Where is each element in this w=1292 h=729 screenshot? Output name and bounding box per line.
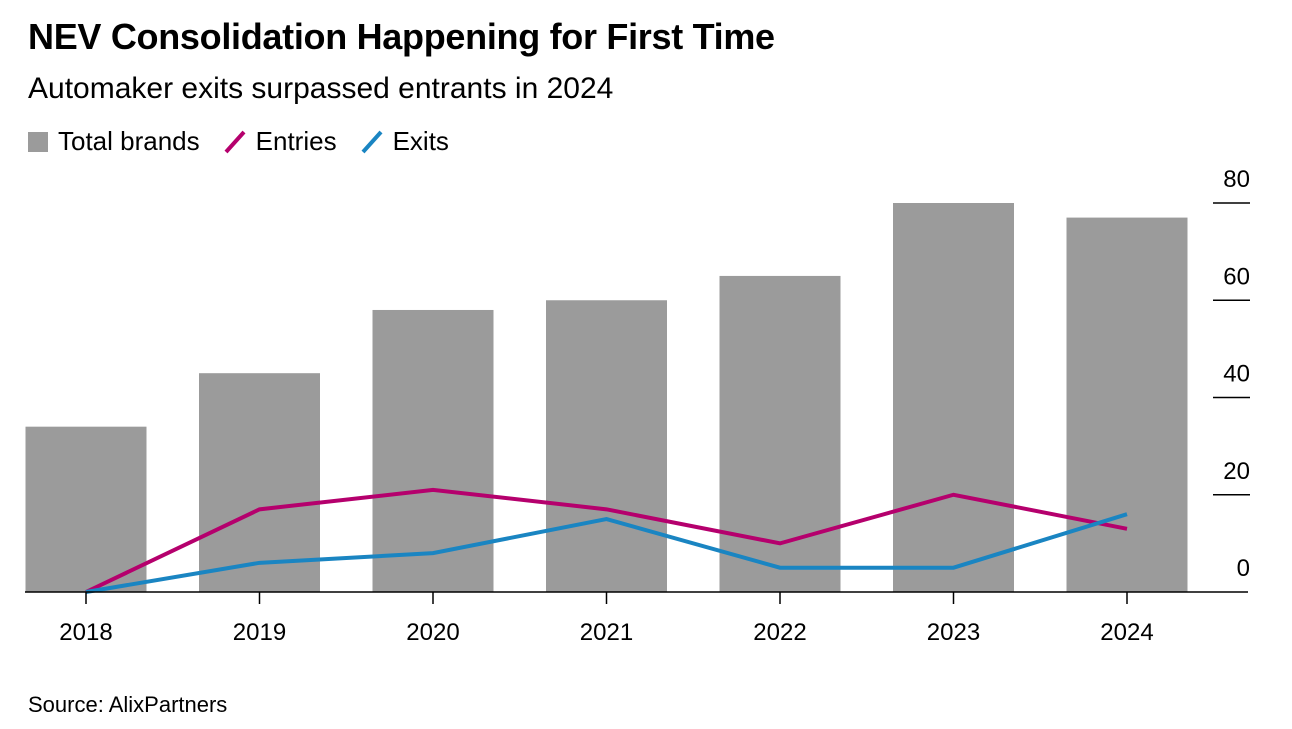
legend-item-entries: Entries [222,126,337,157]
y-tick-label-0: 0 [1237,555,1250,582]
line-exits [85,512,1128,594]
legend-label-total-brands: Total brands [58,126,200,156]
bars-layer [25,203,1188,592]
bar-2019 [199,373,320,592]
legend-label-exits: Exits [392,126,449,156]
bar-2022 [719,275,841,592]
legend-swatch-exits [361,130,383,153]
y-tick-label-60: 60 [1223,263,1250,290]
chart-title: NEV Consolidation Happening for First Ti… [28,16,775,57]
legend-item-exits: Exits [359,126,449,157]
source-note: Source: AlixPartners [28,692,228,717]
x-tick-label-2023: 2023 [927,619,980,646]
legend-swatch-entries [224,130,246,153]
x-tick-label-2021: 2021 [580,619,633,646]
y-tick-label-80: 80 [1223,166,1250,193]
x-tick-label-2020: 2020 [406,619,459,646]
bar-2020 [372,309,494,592]
bar-2023 [893,203,1014,592]
line-entries [85,487,1128,594]
y-tick-label-40: 40 [1223,361,1250,388]
x-tick-label-2019: 2019 [233,619,286,646]
x-tick-label-2022: 2022 [753,619,806,646]
axes-layer: 2018 2019 2020 2021 2022 2023 2024 0 20 40 60 80 [25,166,1250,646]
legend-swatch-total-brands [28,131,48,152]
legend: Total brands Entries Exits [28,126,471,157]
bar-2021 [546,300,667,592]
bar-2024 [1066,217,1188,592]
x-tick-label-2024: 2024 [1100,619,1153,646]
bar-2018 [25,426,147,592]
chart-subtitle: Automaker exits surpassed entrants in 20… [28,72,614,105]
y-tick-label-20: 20 [1223,458,1250,485]
legend-label-entries: Entries [255,126,337,156]
lines-layer [85,487,1128,594]
x-tick-label-2018: 2018 [59,619,112,646]
legend-item-total-brands: Total brands [28,126,200,157]
